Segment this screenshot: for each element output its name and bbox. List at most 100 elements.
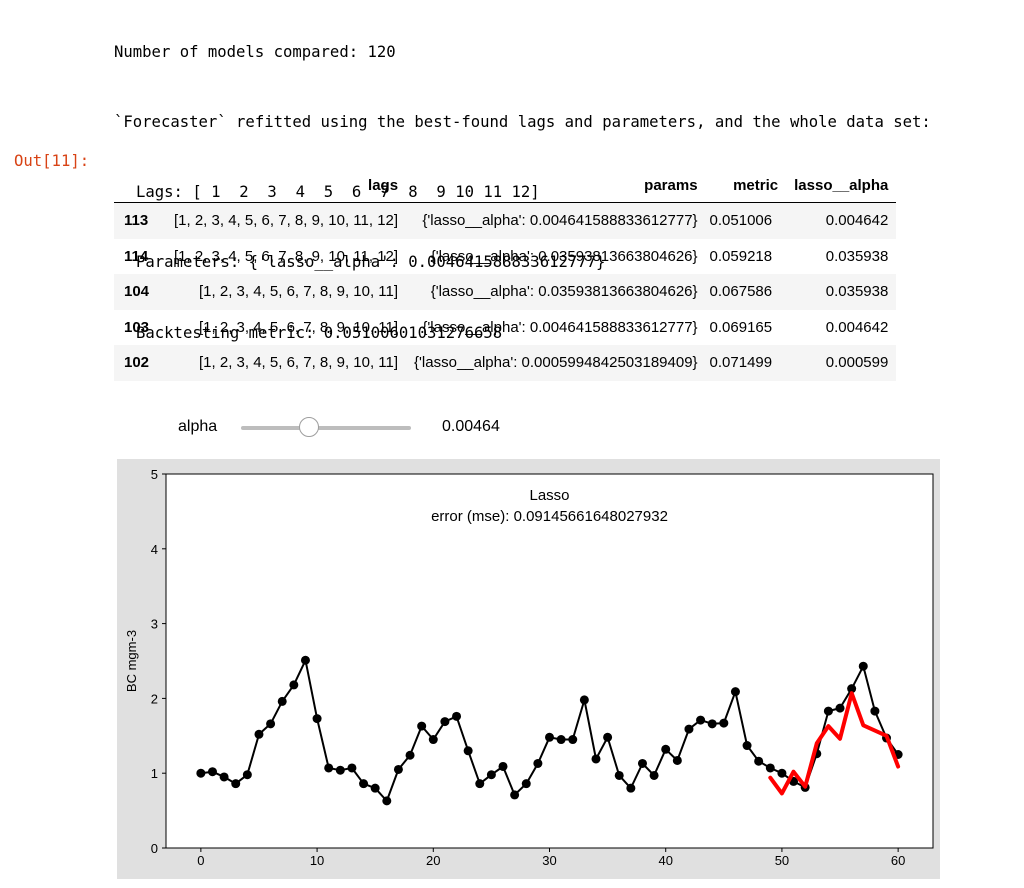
cell-lasso-alpha: 0.035938	[825, 283, 889, 301]
data-point-observed	[707, 719, 717, 729]
x-tick-label: 30	[542, 853, 556, 868]
out-prompt: Out[11]:	[14, 152, 90, 170]
data-point-observed	[510, 790, 520, 800]
cell-lags: [1, 2, 3, 4, 5, 6, 7, 8, 9, 10, 11]	[199, 318, 399, 336]
data-point-observed	[289, 680, 299, 690]
data-point-observed	[672, 755, 682, 765]
row-index: 102	[124, 354, 150, 372]
x-tick-label: 50	[775, 853, 789, 868]
output-line-parameters: Parameters: {'lasso__alpha': 0.004641588…	[136, 253, 606, 272]
table-row: 102 [1, 2, 3, 4, 5, 6, 7, 8, 9, 10, 11] …	[114, 345, 897, 381]
data-point-observed	[324, 763, 334, 773]
data-point-observed	[312, 714, 322, 724]
data-point-observed	[765, 763, 775, 773]
data-point-observed	[231, 779, 241, 789]
data-point-observed	[533, 758, 543, 768]
row-index: 114	[124, 247, 149, 265]
data-point-observed	[579, 695, 589, 705]
y-tick-label: 1	[151, 766, 158, 781]
data-point-observed	[649, 770, 659, 780]
data-point-observed	[870, 706, 880, 716]
data-point-observed	[452, 711, 462, 721]
data-point-observed	[858, 661, 868, 671]
table-row: 114 [1, 2, 3, 4, 5, 6, 7, 8, 9, 10, 11, …	[114, 239, 896, 275]
data-point-observed	[417, 721, 427, 731]
column-header-lasso-alpha: lasso__alpha	[794, 176, 889, 194]
x-tick-label: 40	[658, 853, 672, 868]
y-tick-label: 0	[151, 841, 158, 856]
data-point-observed	[475, 779, 485, 789]
lasso-plot-figure: 0 10 20 30 40 50 60 0 1 2 3 4 5 BC mgm-3 Lasso error (m…	[117, 459, 940, 879]
cell-lags: [1, 2, 3, 4, 5, 6, 7, 8, 9, 10, 11]	[199, 283, 399, 301]
results-dataframe: lags params metric lasso__alpha 113 [1, …	[114, 168, 897, 381]
table-row: 103 [1, 2, 3, 4, 5, 6, 7, 8, 9, 10, 11] …	[114, 310, 896, 346]
row-index: 103	[124, 318, 150, 336]
data-point-observed	[568, 735, 578, 745]
alpha-slider-label: alpha	[178, 418, 218, 435]
table-row: 104 [1, 2, 3, 4, 5, 6, 7, 8, 9, 10, 11] …	[114, 274, 897, 310]
data-point-observed	[335, 765, 345, 775]
y-tick-label: 3	[151, 617, 158, 632]
data-point-observed	[207, 767, 217, 777]
alpha-slider-handle[interactable]	[299, 417, 319, 437]
chart-title: Lasso	[529, 487, 569, 504]
y-tick-label: 5	[151, 467, 158, 482]
data-point-observed	[603, 732, 613, 742]
cell-lasso-alpha: 0.000599	[825, 354, 889, 372]
cell-lasso-alpha: 0.004642	[825, 318, 889, 336]
output-line-lags: Lags: [ 1 2 3 4 5 6 7 8 9 10 11 12]	[136, 183, 540, 202]
data-point-observed	[219, 772, 229, 782]
cell-params: {'lasso__alpha': 0.03593813663804626}	[430, 283, 698, 301]
data-point-observed	[266, 719, 276, 729]
data-point-observed	[498, 761, 508, 771]
cell-metric: 0.067586	[709, 283, 773, 301]
data-point-observed	[382, 796, 392, 806]
data-point-observed	[486, 770, 496, 780]
data-point-observed	[556, 735, 566, 745]
data-point-observed	[835, 703, 845, 713]
series-line-prediction	[768, 691, 901, 796]
data-point-observed	[847, 684, 857, 694]
cell-params: {'lasso__alpha': 0.0005994842503189409}	[414, 354, 698, 372]
data-point-observed	[277, 696, 287, 706]
cell-lags: [1, 2, 3, 4, 5, 6, 7, 8, 9, 10, 11, 12]	[174, 247, 399, 265]
cell-output-text: Number of models compared: 120 `Forecast…	[114, 0, 1024, 368]
alpha-slider-value: 0.00464	[442, 418, 500, 435]
output-line-refit: `Forecaster` refitted using the best-fou…	[114, 113, 931, 132]
data-point-observed	[242, 770, 252, 780]
cell-metric: 0.071499	[709, 354, 773, 372]
y-tick-label: 2	[151, 691, 158, 706]
data-point-observed	[254, 729, 264, 739]
cell-metric: 0.051006	[709, 212, 773, 230]
column-header-lags: lags	[368, 176, 399, 194]
cell-params: {'lasso__alpha': 0.004641588833612777}	[422, 318, 698, 336]
cell-params: {'lasso__alpha': 0.03593813663804626}	[430, 247, 698, 265]
data-point-observed	[428, 735, 438, 745]
chart-subtitle: error (mse): 0.09145661648027932	[431, 508, 668, 525]
data-point-observed	[440, 717, 450, 727]
lasso-plot: 0 10 20 30 40 50 60 0 1 2 3 4 5 BC mgm-3 Lasso error (m…	[124, 467, 934, 868]
output-line-metric: Backtesting metric: 0.05100601031276658	[136, 323, 503, 342]
x-tick-label: 0	[197, 853, 204, 868]
data-point-observed	[347, 763, 357, 773]
column-header-metric: metric	[733, 176, 779, 194]
data-point-observed	[521, 779, 531, 789]
alpha-slider-track[interactable]	[241, 426, 411, 430]
cell-metric: 0.069165	[709, 318, 773, 336]
cell-lags: [1, 2, 3, 4, 5, 6, 7, 8, 9, 10, 11, 12]	[174, 212, 399, 230]
plot-area	[165, 473, 934, 849]
data-point-observed	[614, 770, 624, 780]
data-point-observed	[742, 741, 752, 751]
table-header-row: lags params metric lasso__alpha	[114, 168, 897, 203]
data-point-observed	[626, 783, 636, 793]
data-point-observed	[463, 746, 473, 756]
data-point-observed	[545, 732, 554, 742]
row-index: 113	[124, 212, 149, 230]
x-tick-label: 60	[891, 853, 905, 868]
x-tick-label: 10	[310, 853, 324, 868]
table-row: 113 [1, 2, 3, 4, 5, 6, 7, 8, 9, 10, 11, …	[114, 202, 897, 239]
data-point-observed	[661, 744, 671, 754]
data-point-observed	[754, 756, 764, 766]
column-header-params: params	[644, 176, 698, 194]
data-point-observed	[637, 758, 647, 768]
